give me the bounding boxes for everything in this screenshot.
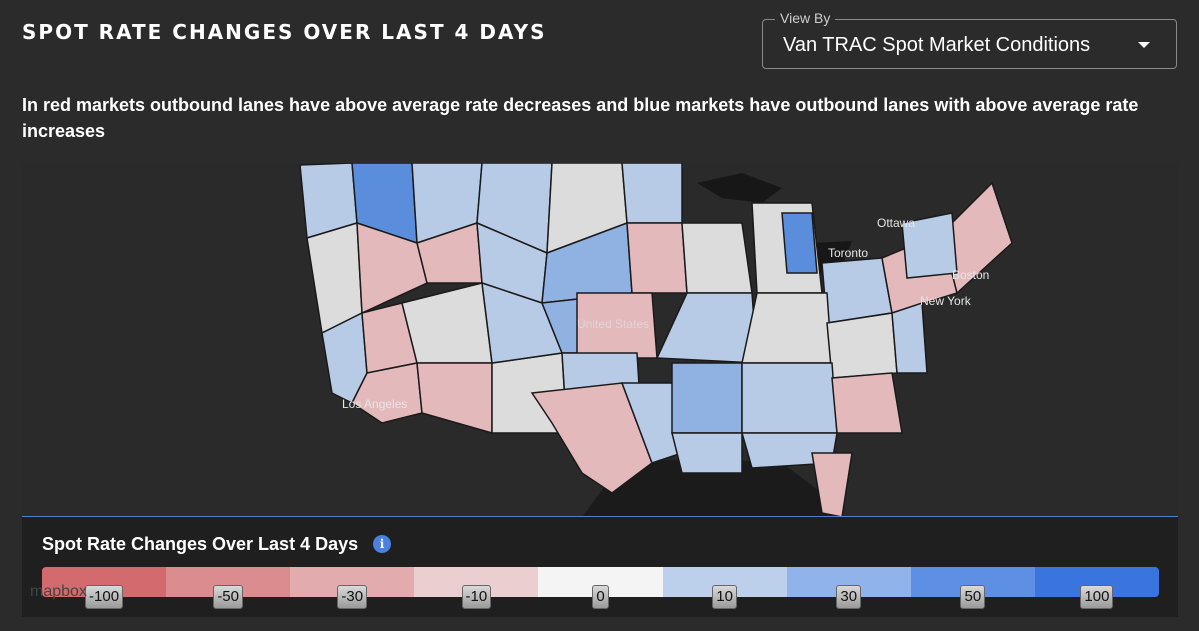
market-region[interactable] xyxy=(821,257,893,324)
legend-tick-label: 10 xyxy=(712,585,737,609)
view-by-select[interactable]: View By Van TRAC Spot Market Conditions xyxy=(762,10,1177,69)
market-region[interactable] xyxy=(826,312,898,379)
market-region[interactable] xyxy=(671,362,743,434)
legend-panel: Spot Rate Changes Over Last 4 Days i -10… xyxy=(22,516,1178,617)
lake-superior xyxy=(697,173,782,203)
city-label-boston: Boston xyxy=(952,268,989,282)
market-region[interactable] xyxy=(831,372,903,434)
view-by-value: Van TRAC Spot Market Conditions xyxy=(783,34,1091,56)
country-label-united-states: United States xyxy=(577,317,649,331)
info-icon[interactable]: i xyxy=(373,535,391,553)
legend-tick-label: 0 xyxy=(592,585,609,609)
market-region[interactable] xyxy=(626,222,688,294)
legend-tick-label: 100 xyxy=(1080,585,1114,609)
map-description: In red markets outbound lanes have above… xyxy=(22,95,1139,141)
market-region[interactable] xyxy=(681,222,753,294)
map-canvas[interactable]: Ottawa Toronto Los Angeles United States… xyxy=(22,163,1178,517)
market-region[interactable] xyxy=(901,212,958,279)
city-label-ottawa: Ottawa xyxy=(877,216,915,230)
legend-tick-label: -100 xyxy=(85,585,124,609)
market-region[interactable] xyxy=(741,362,838,434)
legend-tick-label: -10 xyxy=(461,585,492,609)
legend-tick-label: 30 xyxy=(836,585,862,609)
legend-tick-label: -30 xyxy=(337,585,368,609)
market-region[interactable] xyxy=(671,432,743,474)
legend-tick-label: -50 xyxy=(213,585,243,609)
market-region[interactable] xyxy=(891,301,928,374)
legend-tick-label: 50 xyxy=(960,585,986,609)
legend-title: Spot Rate Changes Over Last 4 Days xyxy=(42,534,359,554)
market-region[interactable] xyxy=(621,163,683,224)
page-title: SPOT RATE CHANGES OVER LAST 4 DAYS xyxy=(22,20,547,44)
view-by-label: View By xyxy=(775,10,836,26)
market-regions xyxy=(299,163,1013,517)
city-label-new-york: New York xyxy=(920,294,972,308)
gulf-of-mexico xyxy=(582,458,842,517)
market-region[interactable] xyxy=(781,212,818,274)
mapbox-logo[interactable]: mapbox xyxy=(30,583,87,600)
market-region[interactable] xyxy=(811,452,853,517)
chevron-down-icon[interactable] xyxy=(1138,42,1150,48)
city-label-toronto: Toronto xyxy=(828,246,868,260)
us-market-map[interactable]: Ottawa Toronto Los Angeles United States… xyxy=(22,163,1178,517)
market-region[interactable] xyxy=(741,292,833,364)
city-label-los-angeles: Los Angeles xyxy=(342,397,407,411)
